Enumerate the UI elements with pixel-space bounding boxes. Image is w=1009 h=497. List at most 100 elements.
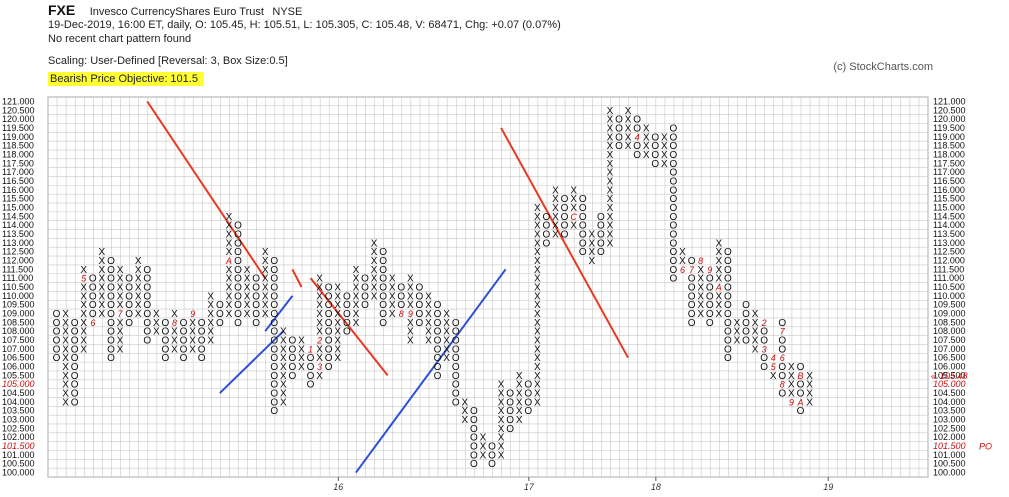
o-box: O	[416, 283, 424, 294]
x-box: X	[316, 291, 323, 302]
o-box: O	[452, 336, 460, 347]
x-box: X	[389, 283, 396, 294]
x-box: X	[752, 318, 759, 329]
x-box: X	[534, 353, 541, 364]
y-tick-label: 102.500	[2, 423, 35, 433]
scaling-line: Scaling: User-Defined [Reversal: 3, Box …	[48, 55, 288, 67]
x-box: X	[661, 132, 668, 143]
o-box: O	[724, 283, 732, 294]
x-box: X	[280, 371, 287, 382]
x-box: X	[607, 123, 614, 134]
o-box: O	[234, 229, 242, 240]
x-box: X	[353, 291, 360, 302]
x-box: X	[262, 291, 269, 302]
y-tick-label: 102.000	[933, 432, 966, 442]
x-box: X	[425, 309, 432, 320]
x-box: X	[443, 327, 450, 338]
y-tick-label: 108.000	[2, 326, 35, 336]
month-marker: 2	[761, 318, 767, 328]
y-tick-label: 115.500	[2, 194, 34, 204]
o-box: O	[89, 309, 97, 320]
y-tick-label: 118.000	[2, 149, 34, 159]
x-box: X	[80, 291, 87, 302]
x-box: X	[153, 309, 160, 320]
y-tick-label: 119.500	[2, 123, 34, 133]
x-box: X	[99, 247, 106, 258]
o-box: O	[688, 283, 696, 294]
y-tick-label: 104.500	[2, 388, 35, 398]
o-box: O	[742, 318, 750, 329]
o-box: O	[706, 318, 714, 329]
o-box: O	[579, 247, 587, 258]
x-box: X	[80, 344, 87, 355]
o-box: O	[71, 336, 79, 347]
plot-area	[47, 96, 929, 478]
o-box: O	[379, 283, 387, 294]
o-box: O	[71, 362, 79, 373]
y-tick-label: 103.500	[2, 406, 35, 416]
o-box: O	[234, 300, 242, 311]
o-box: O	[416, 300, 424, 311]
y-tick-label: 118.500	[2, 141, 34, 151]
x-box: X	[461, 397, 468, 408]
o-box: O	[670, 238, 678, 249]
o-box: O	[651, 159, 659, 170]
o-box: O	[270, 309, 278, 320]
o-box: O	[270, 406, 278, 417]
x-box: X	[697, 283, 704, 294]
y-tick-label: 109.000	[2, 309, 35, 319]
o-box: O	[670, 176, 678, 187]
o-box: O	[452, 380, 460, 391]
o-box: O	[89, 291, 97, 302]
x-box: X	[697, 291, 704, 302]
o-box: O	[670, 274, 678, 285]
x-box: X	[788, 380, 795, 391]
o-box: O	[397, 300, 405, 311]
y-tick-label: 107.500	[2, 335, 35, 345]
x-box: X	[534, 203, 541, 214]
o-box: O	[107, 318, 115, 329]
x-box: X	[607, 238, 614, 249]
o-box: O	[270, 397, 278, 408]
x-box: X	[734, 336, 741, 347]
y-tick-label: 120.500	[2, 105, 35, 115]
o-box: O	[724, 274, 732, 285]
x-box: X	[135, 283, 142, 294]
o-box: O	[325, 318, 333, 329]
y-tick-label: 103.500	[933, 406, 966, 416]
month-marker: 2	[316, 336, 322, 346]
x-box: X	[262, 283, 269, 294]
o-box: O	[379, 265, 387, 276]
x-box: X	[570, 185, 577, 196]
y-tick-label: 101.500	[933, 441, 966, 451]
o-box: O	[452, 353, 460, 364]
y-tick-label: 101.000	[933, 450, 966, 460]
copyright: (c) StockCharts.com	[833, 61, 933, 73]
x-box: X	[207, 336, 214, 347]
o-box: O	[416, 318, 424, 329]
x-box: X	[607, 115, 614, 126]
x-box: X	[534, 327, 541, 338]
o-box: O	[670, 185, 678, 196]
o-box: O	[706, 291, 714, 302]
x-box: X	[425, 300, 432, 311]
x-box: X	[371, 247, 378, 258]
o-box: O	[724, 309, 732, 320]
x-box: X	[534, 397, 541, 408]
o-box: O	[470, 442, 478, 453]
o-box: O	[579, 221, 587, 232]
x-box: X	[316, 283, 323, 294]
o-box: O	[778, 344, 786, 355]
x-box: X	[189, 336, 196, 347]
month-marker: 3	[762, 344, 767, 354]
o-box: O	[651, 132, 659, 143]
x-box: X	[607, 229, 614, 240]
o-box: O	[107, 336, 115, 347]
o-box: O	[670, 212, 678, 223]
x-box: X	[752, 309, 759, 320]
x-box: X	[407, 327, 414, 338]
x-box: X	[62, 371, 69, 382]
o-box: O	[670, 132, 678, 143]
x-box: X	[80, 265, 87, 276]
o-box: O	[470, 406, 478, 417]
